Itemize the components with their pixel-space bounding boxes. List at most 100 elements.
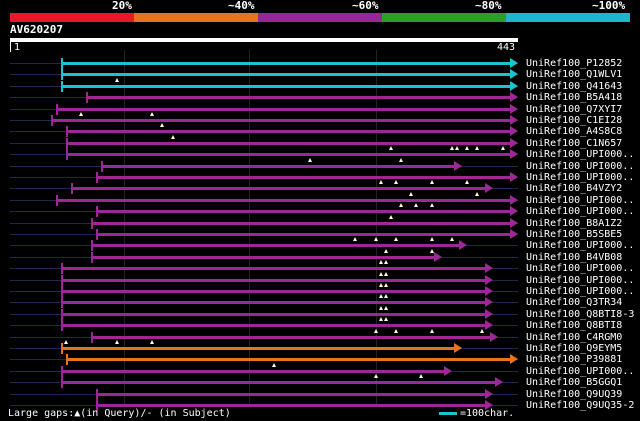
hit-row[interactable] — [10, 305, 518, 320]
hit-label-link[interactable]: UniRef100_Q8BTI8-3 — [526, 308, 635, 320]
query-gap-marker — [115, 77, 119, 82]
hit-alignment-bar[interactable] — [86, 96, 510, 100]
hit-alignment-bar[interactable] — [61, 312, 485, 316]
hit-alignment-bar[interactable] — [66, 358, 510, 362]
hit-label-link[interactable]: UniRef100_UPI000.. — [526, 206, 635, 218]
query-gap-marker — [353, 237, 357, 242]
hit-label-link[interactable]: UniRef100_UPI000.. — [526, 149, 635, 161]
hit-alignment-bar[interactable] — [61, 369, 444, 373]
hit-label-link[interactable]: UniRef100_UPI000.. — [526, 286, 635, 297]
hit-alignment-bar[interactable] — [66, 130, 510, 134]
hit-alignment-bar[interactable] — [96, 392, 485, 396]
hit-label-link[interactable]: UniRef100_UPI000.. — [526, 274, 635, 286]
hit-label-link[interactable]: UniRef100_Q9UQ39 — [526, 388, 623, 400]
hit-row[interactable] — [10, 180, 518, 195]
hit-row[interactable] — [10, 400, 518, 411]
hit-row[interactable] — [10, 317, 518, 332]
hit-row[interactable] — [10, 328, 518, 343]
hit-row[interactable] — [10, 271, 518, 286]
hit-alignment-bar[interactable] — [61, 290, 485, 293]
hit-label-link[interactable]: UniRef100_B5SBE5 — [526, 229, 623, 240]
hit-label-link[interactable]: UniRef100_B5GGQ1 — [526, 377, 623, 389]
hit-row[interactable] — [10, 229, 518, 240]
hit-alignment-bar[interactable] — [96, 176, 510, 179]
hit-row[interactable] — [10, 146, 518, 161]
hit-label-link[interactable]: UniRef100_B4VZY2 — [526, 183, 623, 195]
hit-alignment-bar[interactable] — [96, 210, 510, 214]
hit-row[interactable] — [10, 214, 518, 229]
hit-alignment-bar[interactable] — [66, 141, 510, 145]
hit-label-link[interactable]: UniRef100_Q9UQ35-2 — [526, 400, 635, 411]
hit-label-link[interactable]: UniRef100_Q41643 — [526, 80, 623, 92]
hit-alignment-bar[interactable] — [61, 62, 510, 65]
hit-alignment-bar[interactable] — [66, 153, 510, 157]
hit-label-link[interactable]: UniRef100_C4RGM0 — [526, 331, 623, 343]
hit-label-link[interactable]: UniRef100_B5A418 — [526, 92, 623, 104]
hit-row[interactable] — [10, 112, 518, 126]
query-gap-marker — [430, 248, 434, 253]
hit-label-link[interactable]: UniRef100_A4S8C8 — [526, 126, 623, 138]
hit-alignment-bar[interactable] — [101, 164, 454, 168]
hit-row[interactable] — [10, 354, 518, 366]
hit-label-link[interactable]: UniRef100_Q9EYM5 — [526, 343, 623, 354]
hit-label-link[interactable]: UniRef100_B4VB08 — [526, 251, 623, 263]
hit-label-link[interactable]: UniRef100_Q1WLV1 — [526, 69, 623, 81]
hit-row[interactable] — [10, 283, 518, 297]
hit-label-link[interactable]: UniRef100_UPI000.. — [526, 194, 635, 206]
hit-row[interactable] — [10, 77, 518, 92]
hit-row[interactable] — [10, 374, 518, 389]
hit-row[interactable] — [10, 123, 518, 138]
hit-end-arrow — [510, 137, 518, 148]
hit-label-link[interactable]: UniRef100_Q8BTI8 — [526, 320, 623, 332]
hit-alignment-bar[interactable] — [61, 301, 485, 305]
hit-label-link[interactable]: UniRef100_Q7XYI7 — [526, 103, 623, 115]
hit-row[interactable] — [10, 157, 518, 172]
hit-row[interactable] — [10, 248, 518, 263]
query-gap-marker — [430, 237, 434, 242]
hit-label-link[interactable]: UniRef100_P12852 — [526, 58, 623, 69]
hit-alignment-bar[interactable] — [71, 187, 485, 191]
hit-alignment-bar[interactable] — [91, 255, 434, 259]
hit-label-link[interactable]: UniRef100_B8A1Z2 — [526, 217, 623, 229]
hit-label-link[interactable]: UniRef100_UPI000.. — [526, 263, 635, 275]
hit-alignment-bar[interactable] — [91, 244, 459, 248]
hit-row[interactable] — [10, 203, 518, 218]
hit-alignment-bar[interactable] — [61, 347, 454, 350]
hit-alignment-bar[interactable] — [91, 221, 510, 225]
hit-label-link[interactable]: UniRef100_UPI000.. — [526, 172, 635, 183]
hit-label-link[interactable]: UniRef100_C1EI28 — [526, 115, 623, 126]
hit-row[interactable] — [10, 134, 518, 149]
hit-end-arrow — [510, 103, 518, 114]
query-gap-marker — [430, 203, 434, 208]
hit-label-link[interactable]: UniRef100_UPI000.. — [526, 365, 635, 377]
hit-alignment-bar[interactable] — [61, 381, 495, 385]
hit-alignment-bar[interactable] — [61, 278, 485, 282]
hit-alignment-bar[interactable] — [56, 198, 510, 202]
hit-row[interactable] — [10, 103, 518, 115]
hit-row[interactable] — [10, 294, 518, 309]
hit-alignment-bar[interactable] — [61, 84, 510, 88]
hit-label-link[interactable]: UniRef100_P39881 — [526, 354, 623, 366]
hit-row[interactable] — [10, 172, 518, 183]
hit-alignment-bar[interactable] — [96, 233, 510, 236]
hit-row[interactable] — [10, 340, 518, 354]
hit-row[interactable] — [10, 388, 518, 400]
hit-alignment-bar[interactable] — [56, 107, 510, 111]
hit-alignment-bar[interactable] — [61, 73, 510, 77]
hit-label-link[interactable]: UniRef100_UPI000.. — [526, 160, 635, 172]
hit-alignment-bar[interactable] — [61, 324, 485, 328]
hit-label-link[interactable]: UniRef100_UPI000.. — [526, 240, 635, 252]
hit-alignment-bar[interactable] — [61, 267, 485, 271]
hit-alignment-bar[interactable] — [91, 335, 490, 339]
hit-alignment-bar[interactable] — [51, 119, 510, 122]
hit-row[interactable] — [10, 362, 518, 377]
hit-row[interactable] — [10, 191, 518, 206]
hit-label-link[interactable]: UniRef100_C1N657 — [526, 137, 623, 149]
hit-label-link[interactable]: UniRef100_Q3TR34 — [526, 297, 623, 309]
hit-row[interactable] — [10, 69, 518, 81]
hit-alignment-bar[interactable] — [96, 404, 485, 407]
hit-row[interactable] — [10, 260, 518, 275]
hit-row[interactable] — [10, 237, 518, 252]
hit-row[interactable] — [10, 58, 518, 69]
hit-row[interactable] — [10, 92, 518, 104]
